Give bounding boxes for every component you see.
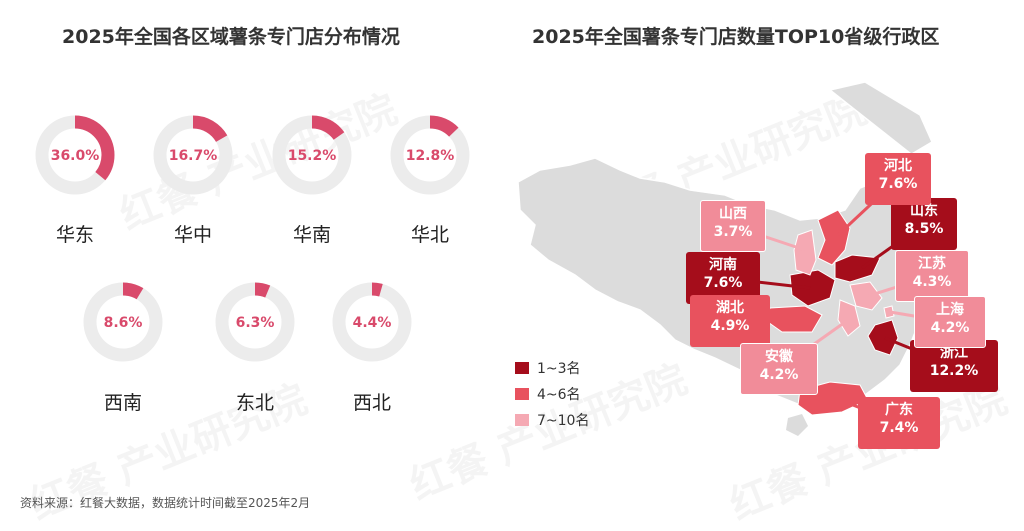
- legend-swatch: [515, 388, 529, 400]
- donut-6: 6.3%: [215, 282, 295, 362]
- callout-河北: 河北 7.6%: [865, 153, 931, 205]
- donut-value-label: 16.7%: [169, 148, 218, 164]
- callout-安徽: 安徽 4.2%: [740, 343, 818, 395]
- legend-item: 4~6名: [515, 384, 581, 404]
- legend-swatch: [515, 414, 529, 426]
- callout-province-name: 山东: [910, 203, 938, 219]
- donut-value-label: 36.0%: [51, 148, 100, 164]
- donut-3: 15.2%: [272, 115, 352, 195]
- donut-category-label: 华北: [410, 224, 449, 246]
- donut-value-label: 15.2%: [288, 148, 337, 164]
- province-浙江: [867, 319, 899, 356]
- donut-category-label: 华东: [55, 224, 94, 246]
- donut-value-label: 12.8%: [406, 148, 455, 164]
- donut-7: 4.4%: [332, 282, 412, 362]
- callout-province-name: 浙江: [940, 345, 968, 361]
- callout-province-name: 河南: [709, 257, 737, 273]
- donut-slice-华东: [35, 115, 115, 195]
- callout-value: 8.5%: [904, 221, 944, 237]
- donut-category-label: 华南: [292, 224, 331, 246]
- donut-slice-华中: [153, 115, 233, 195]
- callout-山西: 山西 3.7%: [700, 200, 766, 252]
- callout-value: 7.4%: [879, 420, 919, 436]
- province-河北: [817, 209, 851, 266]
- province-河南: [789, 269, 836, 307]
- donut-1: 36.0%: [35, 115, 115, 195]
- donut-slice-华北: [390, 115, 470, 195]
- donut-2: 16.7%: [153, 115, 233, 195]
- legend-label: 1~3名: [537, 361, 581, 377]
- donut-slice-华南: [272, 115, 352, 195]
- callout-value: 12.2%: [929, 363, 979, 379]
- callout-上海: 上海 4.2%: [914, 296, 986, 348]
- legend-item: 7~10名: [515, 410, 589, 430]
- donut-slice-西南: [83, 282, 163, 362]
- callout-广东: 广东 7.4%: [858, 397, 940, 449]
- callout-value: 4.9%: [710, 318, 750, 334]
- legend-label: 4~6名: [537, 387, 581, 403]
- donut-value-label: 4.4%: [353, 315, 392, 331]
- callout-value: 4.3%: [912, 274, 952, 290]
- legend-swatch: [515, 362, 529, 374]
- donut-value-label: 6.3%: [236, 315, 275, 331]
- province-安徽: [837, 299, 861, 337]
- callout-province-name: 湖北: [716, 300, 744, 316]
- province-山西: [793, 229, 817, 276]
- callout-province-name: 山西: [719, 206, 747, 222]
- province-江苏: [849, 281, 883, 311]
- donut-value-label: 8.6%: [104, 315, 143, 331]
- hainan-island: [786, 414, 808, 436]
- callout-province-name: 江苏: [918, 256, 946, 272]
- donut-category-label: 西北: [352, 392, 391, 414]
- right-chart-title: 2025年全国薯条专门店数量TOP10省级行政区: [532, 26, 940, 48]
- province-上海: [883, 305, 895, 319]
- callout-湖北: 湖北 4.9%: [690, 295, 770, 347]
- callout-province-name: 安徽: [765, 349, 793, 365]
- legend-label: 7~10名: [537, 413, 590, 429]
- callout-province-name: 河北: [884, 158, 912, 174]
- donut-5: 8.6%: [83, 282, 163, 362]
- donut-4: 12.8%: [390, 115, 470, 195]
- donut-category-label: 西南: [103, 392, 142, 414]
- callout-value: 7.6%: [878, 176, 918, 192]
- callout-浙江: 浙江 12.2%: [910, 340, 998, 392]
- donut-slice-西北: [332, 282, 412, 362]
- callout-value: 4.2%: [759, 367, 799, 383]
- callout-江苏: 江苏 4.3%: [895, 250, 969, 302]
- callout-province-name: 广东: [885, 402, 913, 418]
- callout-value: 7.6%: [703, 275, 743, 291]
- legend-item: 1~3名: [515, 358, 581, 378]
- donut-category-label: 华中: [173, 224, 212, 246]
- donut-category-label: 东北: [235, 392, 274, 414]
- callout-山东: 山东 8.5%: [891, 198, 957, 250]
- callout-value: 3.7%: [713, 224, 753, 240]
- callout-province-name: 上海: [936, 302, 964, 318]
- data-source-note: 资料来源：红餐大数据，数据统计时间截至2025年2月: [20, 496, 311, 510]
- donut-slice-东北: [215, 282, 295, 362]
- left-chart-title: 2025年全国各区域薯条专门店分布情况: [62, 26, 400, 48]
- callout-value: 4.2%: [930, 320, 970, 336]
